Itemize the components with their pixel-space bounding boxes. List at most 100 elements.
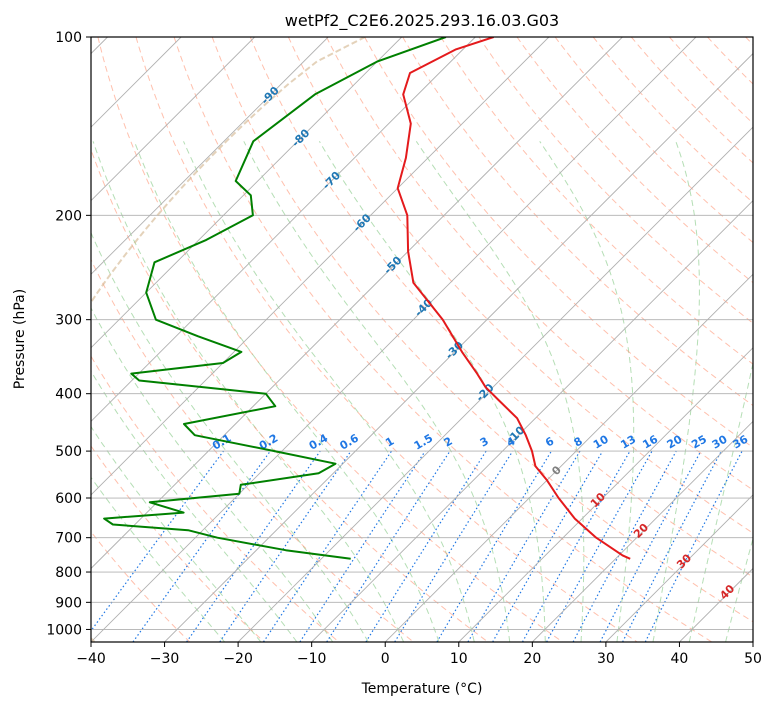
mixing-ratio-line [91,450,224,632]
isotherm-line [752,641,753,642]
mixing-ratio-label: 6 [543,434,556,449]
isotherm-label: 30 [674,551,694,571]
moist-adiabat-line [243,141,511,642]
dry-adiabat-line [287,37,753,534]
isotherm-line [384,273,753,642]
reference-curve [91,37,366,642]
dry-adiabat-line [669,37,753,125]
x-tick-label: 40 [671,651,689,667]
mixing-ratio-line [365,450,487,642]
dry-adiabat-line [97,37,563,642]
mixing-ratio-label: 3 [478,435,491,450]
x-tick-label: 30 [597,651,615,667]
dry-adiabat-line [91,148,489,642]
mixing-ratio-label: 16 [640,432,660,451]
dry-adiabat-line [135,37,638,642]
moist-adiabat-line [688,360,753,642]
isotherm-line [91,37,329,275]
isotherm-line [311,200,753,642]
mixing-ratio-line [599,450,702,642]
dry-adiabat-line [326,37,753,491]
isotherm-line [91,37,623,570]
chart-title: wetPf2_C2E6.2025.293.16.03.G03 [285,11,559,31]
x-tick-label: 20 [523,651,541,667]
mixing-ratio-line [521,450,631,642]
mixing-ratio-label: 25 [689,433,709,452]
moist-adiabat-line [725,536,753,642]
dry-adiabat-line [173,37,713,642]
mixing-ratio-line [186,450,321,642]
isotherm-label: -20 [473,381,496,404]
x-tick-label: 50 [744,651,762,667]
dry-adiabat-line [402,37,753,407]
mixing-ratio-line [436,450,553,642]
y-tick-label: 400 [55,387,82,403]
mixing-ratio-label: 1 [383,435,396,450]
dry-adiabat-line [707,37,753,85]
isotherm-label: -60 [351,211,374,234]
isotherm-label: -30 [443,338,466,361]
dry-adiabat-line [440,37,753,365]
dry-adiabat-line [91,258,414,642]
y-tick-label: 500 [55,444,82,460]
moist-adiabat-line [91,231,369,642]
dry-adiabat-line [554,37,753,244]
dry-adiabat-line [249,37,753,578]
isotherm-line [237,126,753,642]
y-tick-label: 800 [55,565,82,581]
moist-adiabat-line [318,141,546,642]
isotherm-line [91,37,255,202]
isotherm-label: 40 [717,582,737,602]
dewpoint-profile-line [103,37,447,560]
x-tick-label: 0 [381,651,390,667]
isotherm-label: 10 [588,490,608,510]
x-tick-label: −30 [150,651,180,667]
isotherm-line [91,37,403,349]
isotherm-line [605,494,753,642]
y-axis-label: Pressure (hPa) [12,289,28,389]
mixing-ratio-line [262,450,392,642]
mixing-ratio-line [546,450,653,642]
isotherm-line [91,37,697,642]
y-tick-label: 900 [55,595,82,611]
mixing-ratio-line [326,450,451,642]
mixing-ratio-line [219,450,352,642]
x-tick-label: −20 [223,651,253,667]
plot-frame [90,36,754,643]
x-tick-label: −10 [297,651,327,667]
mixing-ratio-label: 30 [710,432,730,451]
isotherm-line [532,420,753,642]
y-tick-label: 200 [55,208,82,224]
mixing-ratio-line [644,450,743,642]
y-tick-label: 600 [55,491,82,507]
mixing-ratio-label: 36 [730,432,750,451]
mixing-ratio-label: 10 [591,432,611,451]
temperature-profile-line [396,37,631,560]
isotherm-line [164,52,753,642]
mixing-ratio-line [132,450,271,642]
mixing-ratio-label: 1.5 [412,432,435,453]
isotherm-line [679,567,753,642]
isotherm-label: -50 [381,254,404,277]
y-tick-label: 700 [55,531,82,547]
dry-adiabat-line [91,530,191,642]
x-tick-label: 10 [450,651,468,667]
isotherm-line [91,37,476,422]
mixing-ratio-label: 20 [665,432,685,451]
moist-adiabat-line [133,141,440,642]
moist-adiabat-line [183,141,475,642]
mixing-ratio-line [394,450,514,642]
isotherm-line [91,37,550,496]
isotherm-line [458,347,753,642]
x-tick-label: −40 [76,651,106,667]
mixing-ratio-line [299,450,426,642]
y-tick-label: 300 [55,313,82,329]
moist-adiabat-line [415,141,585,642]
dry-adiabat-line [592,37,753,204]
mixing-ratio-label: 8 [572,435,585,450]
y-tick-label: 100 [55,30,82,46]
x-axis-label: Temperature (°C) [361,681,483,697]
mixing-ratio-line [572,450,677,642]
mixing-ratio-line [467,450,581,642]
